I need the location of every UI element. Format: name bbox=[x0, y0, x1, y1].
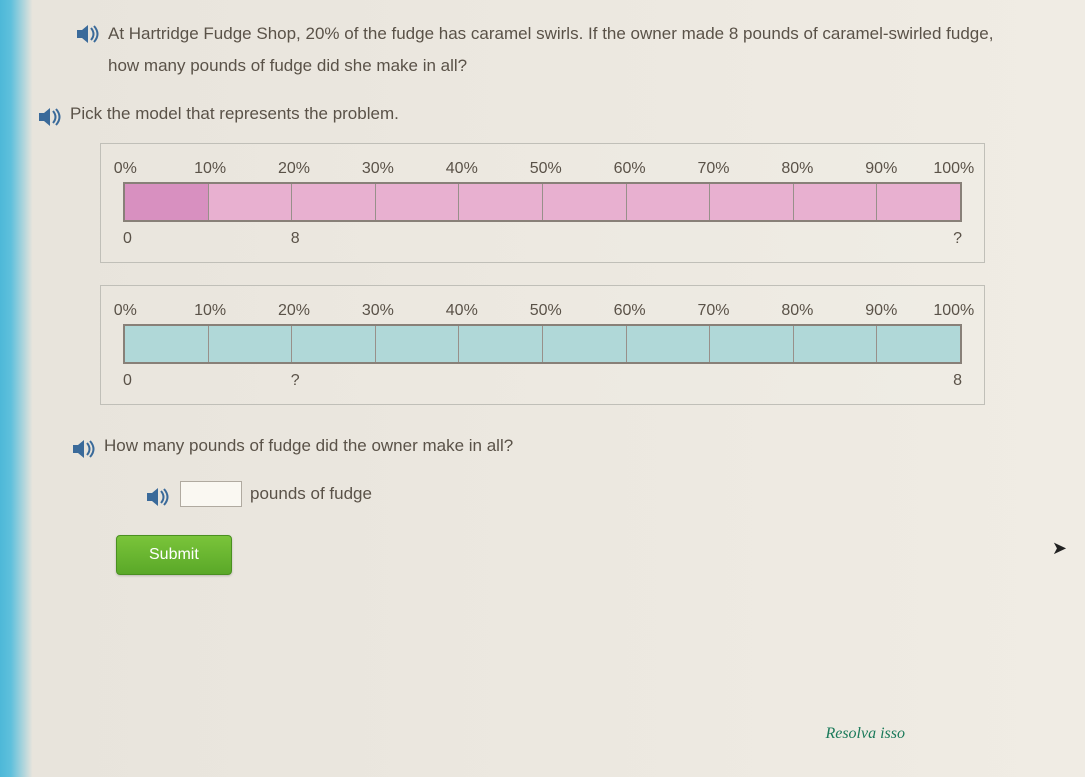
bar-segment bbox=[125, 184, 209, 220]
pct-label: 50% bbox=[530, 160, 562, 178]
bar-segment bbox=[376, 326, 460, 362]
pct-label: 70% bbox=[697, 302, 729, 320]
value-label-start: 0 bbox=[123, 230, 132, 248]
pct-label: 70% bbox=[697, 160, 729, 178]
prompt-text: Pick the model that represents the probl… bbox=[70, 104, 399, 124]
pct-label: 20% bbox=[278, 302, 310, 320]
question-text: At Hartridge Fudge Shop, 20% of the fudg… bbox=[108, 18, 1025, 83]
pct-label: 30% bbox=[362, 302, 394, 320]
bar-segment bbox=[543, 326, 627, 362]
answer-unit: pounds of fudge bbox=[250, 484, 372, 504]
pct-label: 10% bbox=[194, 160, 226, 178]
bar-segment bbox=[710, 326, 794, 362]
value-row: 0 ? 8 bbox=[123, 372, 962, 394]
speaker-icon[interactable] bbox=[72, 439, 98, 459]
bar-segment bbox=[209, 326, 293, 362]
pct-label: 0% bbox=[114, 160, 137, 178]
model-option-a[interactable]: 0% 10% 20% 30% 40% 50% 60% 70% 80% 90% 1… bbox=[100, 143, 985, 263]
pct-label: 30% bbox=[362, 160, 394, 178]
pct-label: 100% bbox=[933, 302, 974, 320]
bar-segment bbox=[209, 184, 293, 220]
pct-label: 90% bbox=[865, 160, 897, 178]
pct-label: 40% bbox=[446, 302, 478, 320]
followup-row: How many pounds of fudge did the owner m… bbox=[72, 433, 1025, 459]
resolva-link[interactable]: Resolva isso bbox=[825, 725, 905, 743]
pct-label: 0% bbox=[114, 302, 137, 320]
value-label-mid: ? bbox=[291, 372, 300, 390]
bar-segment bbox=[877, 184, 960, 220]
speaker-icon[interactable] bbox=[38, 107, 64, 127]
percent-row: 0% 10% 20% 30% 40% 50% 60% 70% 80% 90% 1… bbox=[123, 160, 962, 182]
bar-segment bbox=[794, 326, 878, 362]
followup-text: How many pounds of fudge did the owner m… bbox=[104, 436, 513, 456]
pct-label: 40% bbox=[446, 160, 478, 178]
bar-segment bbox=[877, 326, 960, 362]
pct-label: 80% bbox=[781, 160, 813, 178]
answer-row: pounds of fudge bbox=[146, 481, 1025, 507]
pct-label: 60% bbox=[614, 160, 646, 178]
pct-label: 80% bbox=[781, 302, 813, 320]
value-label-end: 8 bbox=[953, 372, 962, 390]
bar-segment bbox=[376, 184, 460, 220]
value-row: 0 8 ? bbox=[123, 230, 962, 252]
value-label-start: 0 bbox=[123, 372, 132, 390]
pct-label: 20% bbox=[278, 160, 310, 178]
question-row: At Hartridge Fudge Shop, 20% of the fudg… bbox=[76, 18, 1025, 83]
bar-segment bbox=[459, 184, 543, 220]
bar-segment bbox=[459, 326, 543, 362]
main-content: At Hartridge Fudge Shop, 20% of the fudg… bbox=[0, 0, 1085, 575]
bar-segment bbox=[627, 184, 711, 220]
submit-button[interactable]: Submit bbox=[116, 535, 232, 575]
pct-label: 10% bbox=[194, 302, 226, 320]
bar-segment bbox=[292, 326, 376, 362]
cursor-icon: ➤ bbox=[1052, 538, 1067, 559]
pct-label: 50% bbox=[530, 302, 562, 320]
bar-segment bbox=[710, 184, 794, 220]
percent-row: 0% 10% 20% 30% 40% 50% 60% 70% 80% 90% 1… bbox=[123, 302, 962, 324]
percent-bar bbox=[123, 182, 962, 222]
speaker-icon[interactable] bbox=[76, 24, 102, 44]
pct-label: 100% bbox=[933, 160, 974, 178]
value-label-end: ? bbox=[953, 230, 962, 248]
bar-segment bbox=[627, 326, 711, 362]
prompt-row: Pick the model that represents the probl… bbox=[38, 101, 1025, 127]
answer-input[interactable] bbox=[180, 481, 242, 507]
model-option-b[interactable]: 0% 10% 20% 30% 40% 50% 60% 70% 80% 90% 1… bbox=[100, 285, 985, 405]
pct-label: 90% bbox=[865, 302, 897, 320]
bar-segment bbox=[794, 184, 878, 220]
speaker-icon[interactable] bbox=[146, 487, 172, 507]
bar-segment bbox=[125, 326, 209, 362]
pct-label: 60% bbox=[614, 302, 646, 320]
bar-segment bbox=[292, 184, 376, 220]
value-label-mid: 8 bbox=[291, 230, 300, 248]
bar-segment bbox=[543, 184, 627, 220]
percent-bar bbox=[123, 324, 962, 364]
